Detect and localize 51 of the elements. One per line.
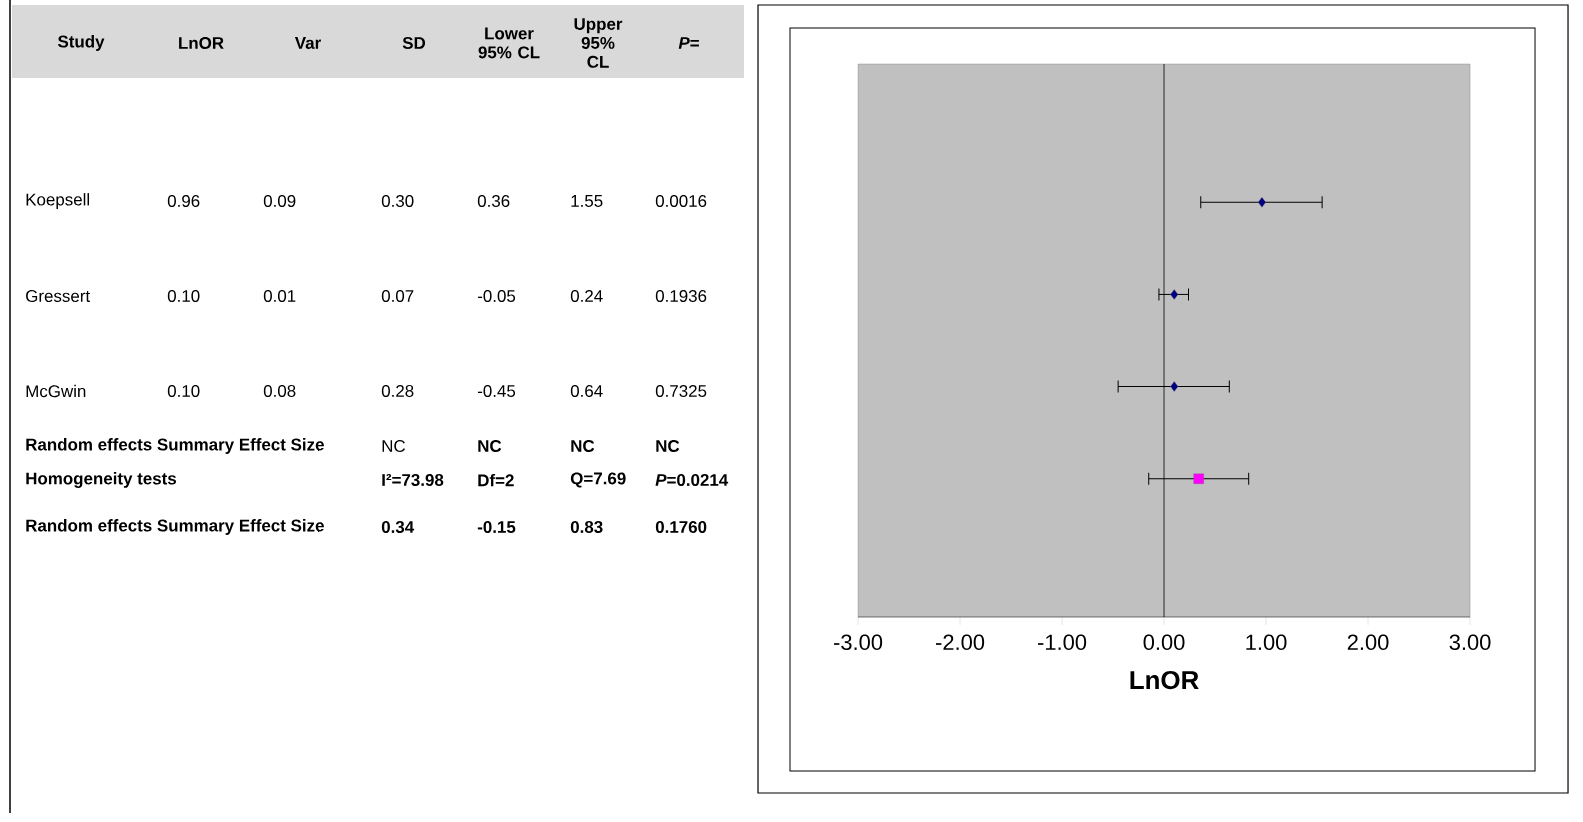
text: 0.24 bbox=[570, 290, 603, 303]
category-label: LnOR bbox=[179, 37, 224, 49]
text: 0.83 bbox=[570, 521, 603, 534]
x-tick-label: 2.00 bbox=[1347, 634, 1389, 651]
text: 0.1936 bbox=[655, 290, 707, 303]
text: 1.55 bbox=[571, 195, 603, 207]
text: 0.30 bbox=[381, 195, 414, 207]
text: -0.15 bbox=[477, 521, 516, 534]
text: 0.08 bbox=[263, 385, 296, 398]
text: Koepsell bbox=[26, 193, 90, 209]
text: Random effects Summary Effect Size bbox=[26, 519, 324, 535]
text: McGwin bbox=[26, 384, 86, 398]
text: Random effects Summary Effect Size bbox=[26, 438, 324, 454]
text: 0.01 bbox=[263, 290, 296, 303]
category-label: Study bbox=[57, 35, 105, 51]
text: 0.34 bbox=[381, 521, 415, 534]
text: 0.28 bbox=[381, 385, 414, 398]
text: -0.45 bbox=[477, 385, 516, 398]
text: Q=7.69 bbox=[570, 472, 626, 488]
category-label: Var bbox=[294, 37, 321, 49]
text: 0.0016 bbox=[655, 195, 707, 207]
text: 0.36 bbox=[477, 195, 510, 207]
text: NC bbox=[656, 440, 680, 453]
category-label: Upper 95% CL bbox=[574, 18, 623, 68]
text: I²=73.98 bbox=[382, 474, 444, 487]
text: 0.1760 bbox=[655, 521, 707, 534]
text: 0.07 bbox=[381, 290, 414, 303]
category-label: P= bbox=[678, 37, 699, 49]
text: NC bbox=[478, 440, 502, 453]
x-tick-label: 0.00 bbox=[1143, 634, 1185, 651]
text: 0.64 bbox=[570, 385, 603, 398]
text: -0.05 bbox=[477, 290, 516, 303]
x-tick-label: -2.00 bbox=[936, 634, 985, 651]
text: 0.10 bbox=[167, 290, 200, 303]
x-axis-title: LnOR bbox=[1130, 670, 1199, 690]
text: Df=2 bbox=[478, 473, 514, 487]
text: 0.09 bbox=[263, 195, 296, 207]
category-label: SD bbox=[402, 37, 426, 49]
x-tick-label: 3.00 bbox=[1449, 634, 1491, 651]
text: 0.7325 bbox=[655, 385, 707, 398]
text: 0.10 bbox=[167, 385, 200, 398]
text: NC bbox=[382, 440, 406, 453]
x-tick-label: 1.00 bbox=[1246, 634, 1287, 651]
text: NC bbox=[571, 440, 595, 453]
x-tick-label: -3.00 bbox=[834, 634, 883, 651]
text: P=0.0214 bbox=[655, 474, 729, 487]
text: Gressert bbox=[26, 290, 90, 303]
text: 0.96 bbox=[167, 195, 200, 207]
x-tick-label: -1.00 bbox=[1038, 634, 1087, 651]
category-label: Lower 95% CL bbox=[478, 27, 540, 59]
text: Homogeneity tests bbox=[26, 472, 176, 488]
